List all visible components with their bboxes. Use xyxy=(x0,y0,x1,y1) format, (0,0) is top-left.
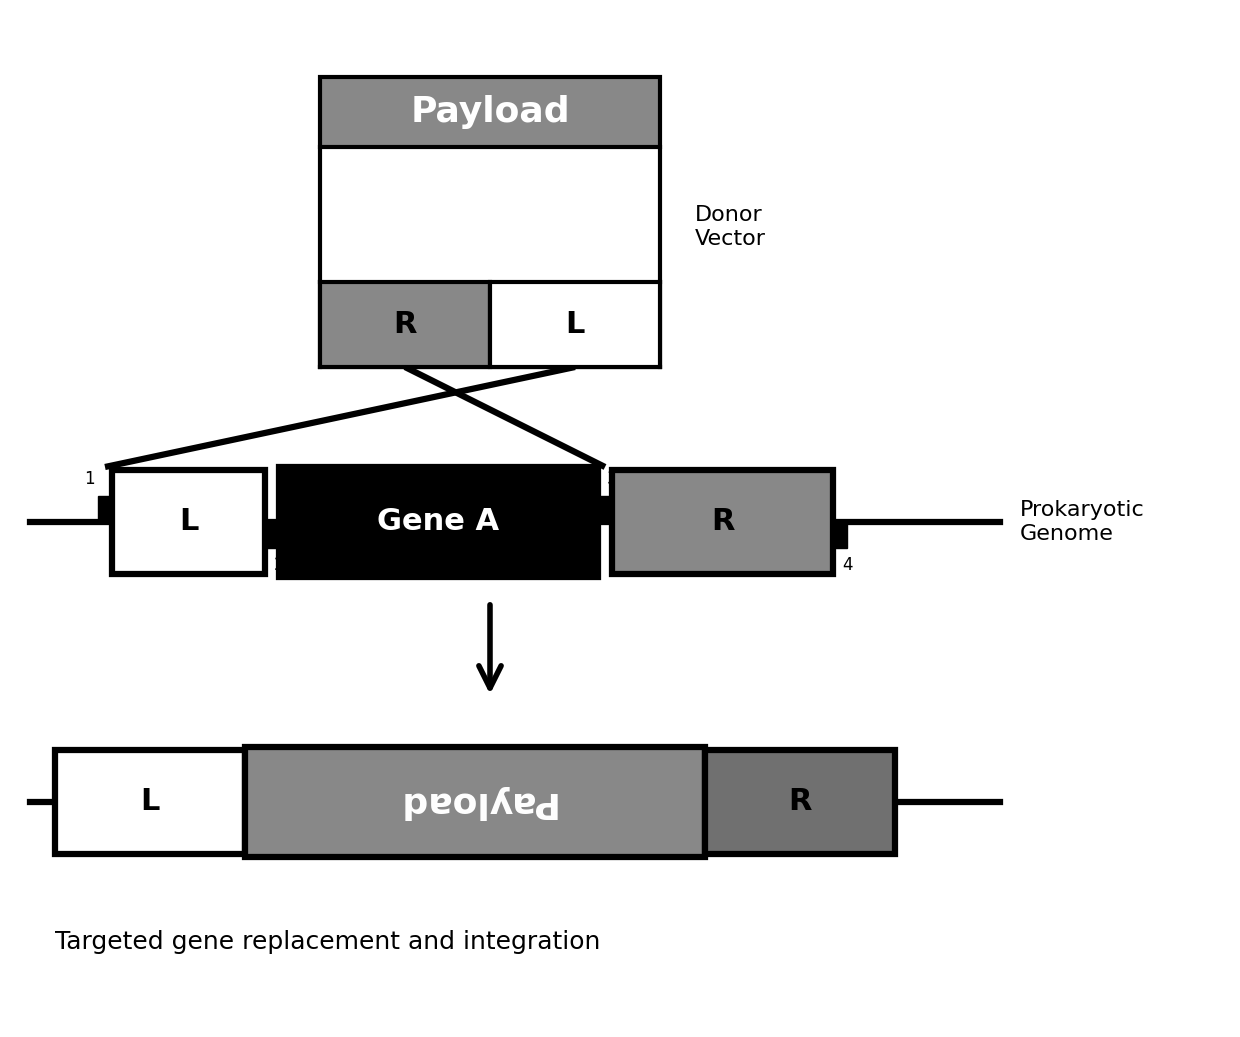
Text: 4: 4 xyxy=(842,556,853,574)
Bar xyxy=(246,747,706,857)
Text: 1: 1 xyxy=(84,470,95,488)
Bar xyxy=(265,522,279,548)
Text: Donor
Vector: Donor Vector xyxy=(694,205,766,249)
Text: L: L xyxy=(565,310,585,339)
Bar xyxy=(613,470,833,574)
Text: Payload: Payload xyxy=(396,785,554,819)
Text: R: R xyxy=(789,787,812,816)
Bar xyxy=(98,496,112,522)
Bar xyxy=(833,522,847,548)
Text: 3: 3 xyxy=(608,470,618,488)
Text: Targeted gene replacement and integration: Targeted gene replacement and integratio… xyxy=(55,930,600,954)
Text: L: L xyxy=(140,787,160,816)
Bar xyxy=(112,470,265,574)
Text: L: L xyxy=(179,507,198,536)
Text: Prokaryotic
Genome: Prokaryotic Genome xyxy=(1021,501,1145,543)
Bar xyxy=(490,282,660,367)
Bar xyxy=(320,282,490,367)
Bar xyxy=(320,77,660,147)
Text: Gene A: Gene A xyxy=(377,507,500,536)
Bar xyxy=(55,750,246,854)
Bar xyxy=(598,496,613,522)
Text: Payload: Payload xyxy=(410,95,570,129)
Text: R: R xyxy=(393,310,417,339)
Bar xyxy=(706,750,895,854)
Bar xyxy=(279,467,598,577)
Text: R: R xyxy=(711,507,734,536)
Text: 2: 2 xyxy=(274,556,285,574)
